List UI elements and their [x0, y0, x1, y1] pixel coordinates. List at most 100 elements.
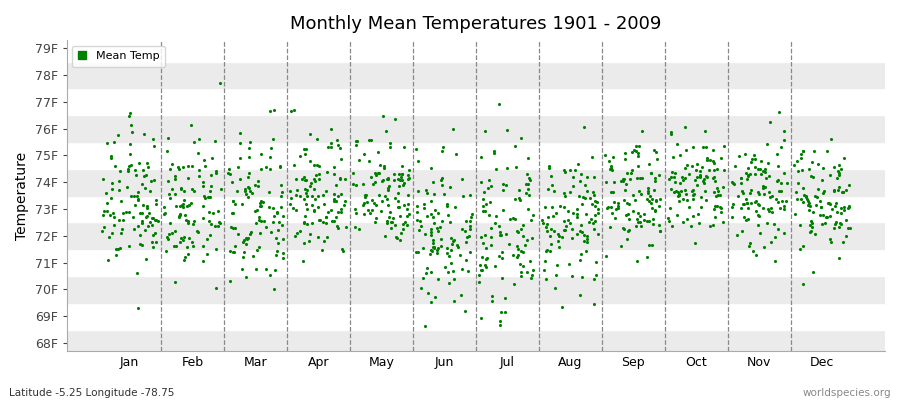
Point [197, 193, 211, 199]
Point [491, 253, 506, 260]
Point [192, 150, 206, 156]
Point [135, 210, 149, 216]
Point [417, 201, 431, 208]
Point [166, 242, 181, 249]
Point [392, 171, 407, 178]
Point [228, 201, 242, 208]
Point [716, 218, 731, 225]
Point [112, 187, 126, 194]
Point [835, 189, 850, 195]
Point [148, 217, 162, 224]
Point [611, 200, 625, 206]
Point [489, 212, 503, 219]
Point [284, 108, 298, 115]
Point [756, 205, 770, 211]
Bar [67, 222, 885, 249]
Point [838, 217, 852, 224]
Point [732, 153, 746, 160]
Point [240, 174, 255, 180]
Point [213, 80, 228, 86]
Point [366, 200, 381, 206]
Point [428, 206, 443, 213]
Point [226, 249, 240, 256]
Point [197, 195, 211, 201]
Point [734, 175, 748, 182]
Point [479, 201, 493, 208]
Point [226, 225, 240, 231]
Point [241, 184, 256, 191]
Point [681, 204, 696, 210]
Point [196, 157, 211, 164]
Point [295, 176, 310, 182]
Point [427, 244, 441, 251]
Point [475, 239, 490, 246]
Point [100, 208, 114, 214]
Point [454, 266, 469, 272]
Point [514, 248, 528, 254]
Point [182, 202, 196, 208]
Point [777, 230, 791, 237]
Point [365, 197, 380, 204]
Point [130, 197, 145, 203]
Point [172, 213, 186, 220]
Point [185, 243, 200, 250]
Point [706, 206, 721, 212]
Point [832, 220, 847, 226]
Point [320, 209, 335, 215]
Point [506, 215, 520, 221]
Point [698, 188, 712, 194]
Point [499, 230, 513, 237]
Point [266, 136, 280, 143]
Point [446, 126, 461, 132]
Point [667, 189, 681, 195]
Point [824, 136, 839, 142]
Point [693, 168, 707, 174]
Point [818, 220, 832, 226]
Point [687, 191, 701, 197]
Point [267, 266, 282, 273]
Point [299, 176, 313, 183]
Point [750, 208, 764, 214]
Point [664, 129, 679, 135]
Point [116, 216, 130, 223]
Point [494, 249, 508, 255]
Point [378, 128, 392, 134]
Point [557, 169, 572, 175]
Point [536, 220, 550, 226]
Point [828, 221, 842, 228]
Point [424, 211, 438, 218]
Point [645, 220, 660, 227]
Point [487, 148, 501, 154]
Point [626, 167, 640, 173]
Point [111, 131, 125, 138]
Point [363, 210, 377, 216]
Point [126, 213, 140, 220]
Point [575, 201, 590, 207]
Point [480, 256, 494, 262]
Point [832, 255, 846, 261]
Point [123, 162, 138, 168]
Point [770, 196, 784, 202]
Point [484, 182, 499, 189]
Point [121, 168, 135, 174]
Point [162, 191, 176, 198]
Point [751, 201, 765, 207]
Point [119, 209, 133, 215]
Point [474, 266, 489, 273]
Point [477, 232, 491, 239]
Point [263, 271, 277, 278]
Point [304, 180, 319, 186]
Point [347, 206, 362, 212]
Point [539, 221, 554, 227]
Point [799, 193, 814, 199]
Point [707, 178, 722, 184]
Point [834, 221, 849, 227]
Point [346, 181, 360, 187]
Point [389, 234, 403, 240]
Point [736, 201, 751, 207]
Point [442, 280, 456, 287]
Point [300, 186, 314, 193]
Point [435, 218, 449, 224]
Point [358, 192, 373, 198]
Point [629, 148, 643, 154]
